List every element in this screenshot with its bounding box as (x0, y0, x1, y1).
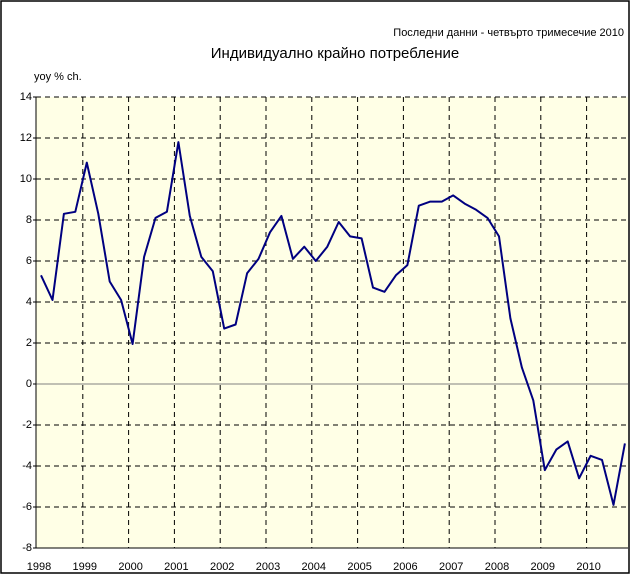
y-tick-label: -2 (22, 419, 32, 431)
y-tick-label: -4 (22, 460, 32, 472)
y-tick-label: 14 (20, 91, 32, 103)
y-tick-label: 8 (26, 214, 32, 226)
y-tick-label: 6 (26, 255, 32, 267)
chart-title: Индивидуално крайно потребление (211, 45, 459, 62)
x-tick-label: 1999 (73, 561, 97, 573)
y-axis-label: yoy % ch. (34, 71, 82, 83)
x-tick-label: 2008 (485, 561, 509, 573)
x-tick-label: 2002 (210, 561, 234, 573)
x-tick-label: 2007 (439, 561, 463, 573)
y-tick-label: 2 (26, 337, 32, 349)
x-tick-label: 2000 (118, 561, 142, 573)
y-tick-label: 12 (20, 132, 32, 144)
x-tick-label: 1998 (27, 561, 51, 573)
series-line (40, 141, 626, 506)
x-tick-label: 2009 (531, 561, 555, 573)
y-tick-label: 0 (26, 378, 32, 390)
y-tick-label: 4 (26, 296, 32, 308)
y-tick-label: -8 (22, 542, 32, 554)
x-tick-label: 2010 (576, 561, 600, 573)
plot-area (36, 97, 628, 548)
x-tick-label: 2001 (164, 561, 188, 573)
x-tick-label: 2003 (256, 561, 280, 573)
x-tick-label: 2006 (393, 561, 417, 573)
x-tick-label: 2005 (347, 561, 371, 573)
y-tick-label: -6 (22, 501, 32, 513)
x-tick-label: 2004 (302, 561, 326, 573)
y-tick-label: 10 (20, 173, 32, 185)
chart-subtitle: Последни данни - четвърто тримесечие 201… (393, 27, 624, 39)
